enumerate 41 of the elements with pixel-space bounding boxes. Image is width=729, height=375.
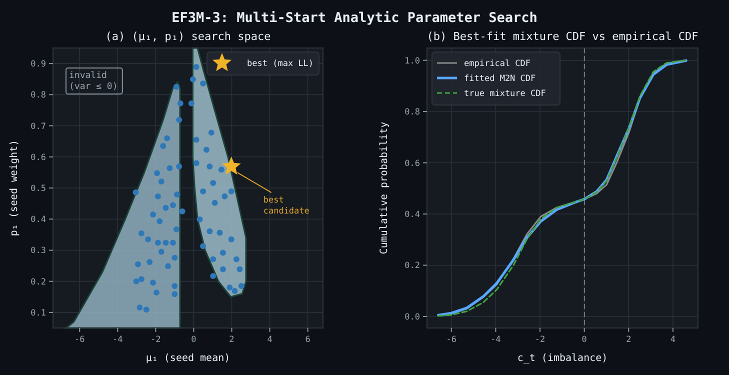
y-tick-label: 0.0 <box>404 312 420 322</box>
x-tick-label: -4 <box>112 335 123 345</box>
x-tick-label: -2 <box>534 335 546 345</box>
y-tick-label: 0.8 <box>404 108 420 118</box>
y-tick-label: 0.3 <box>30 246 46 256</box>
y-tick-label: 0.6 <box>404 158 420 169</box>
chart-subtitle: (a) (μ₁, p₁) search space <box>105 30 271 43</box>
chart-title: (b) Best-fit mixture CDF vs empirical CDF <box>426 30 698 43</box>
y-tick-label: 0.6 <box>30 152 46 163</box>
y-tick-label: 0.2 <box>404 261 420 272</box>
x-tick-label: -6 <box>446 335 456 345</box>
y-tick-label: 0.2 <box>30 277 46 288</box>
x-tick-label: 6 <box>305 335 310 345</box>
y-tick-label: 0.4 <box>30 215 46 226</box>
y-axis-title: p₁ (seed weight) <box>9 140 20 236</box>
x-axis-title: μ₁ (seed mean) <box>146 353 230 364</box>
annotation: best candidate <box>263 196 310 217</box>
x-tick-label: -6 <box>74 335 85 345</box>
y-tick-label: 0.1 <box>30 308 46 318</box>
y-tick-label: 0.4 <box>404 210 420 220</box>
x-tick-label: 0 <box>191 335 196 345</box>
x-tick-label: 0 <box>582 335 587 345</box>
x-axis-title: c_t (imbalance) <box>517 353 608 364</box>
annotation: invalid (var ≤ 0) <box>69 71 118 92</box>
x-tick-label: 4 <box>267 335 272 345</box>
x-tick-label: 2 <box>626 335 632 345</box>
legend-label: fitted M2N CDF <box>464 74 536 84</box>
x-tick-label: 4 <box>670 335 676 345</box>
y-axis-title: Cumulative probability <box>379 122 390 254</box>
y-tick-label: 0.8 <box>30 90 46 101</box>
x-tick-label: -2 <box>150 335 161 345</box>
x-tick-label: -4 <box>490 335 501 345</box>
y-tick-label: 0.7 <box>30 122 46 132</box>
legend-label: empirical CDF <box>464 59 531 69</box>
legend-label: true mixture CDF <box>464 89 546 99</box>
text: EF3M-3: Multi-Start Analytic Parameter Search <box>172 10 538 26</box>
y-tick-label: 0.9 <box>30 60 46 70</box>
y-tick-label: 0.5 <box>30 184 46 194</box>
y-tick-label: 1.0 <box>404 56 420 66</box>
legend-label: best (max LL) <box>247 59 314 69</box>
x-tick-label: 2 <box>229 335 234 345</box>
